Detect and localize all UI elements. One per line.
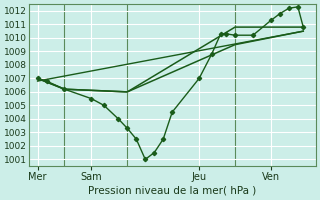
X-axis label: Pression niveau de la mer( hPa ): Pression niveau de la mer( hPa ) [88, 186, 256, 196]
